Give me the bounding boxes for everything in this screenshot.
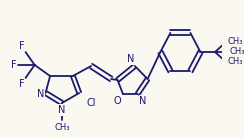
- Text: N: N: [58, 105, 66, 115]
- Text: N: N: [37, 89, 45, 99]
- Text: CH₃: CH₃: [54, 123, 70, 132]
- Text: CH₃: CH₃: [228, 38, 243, 47]
- Text: F: F: [19, 41, 25, 51]
- Text: CH₃: CH₃: [228, 58, 243, 67]
- Text: F: F: [11, 60, 16, 70]
- Text: F: F: [19, 79, 25, 89]
- Text: N: N: [127, 54, 134, 64]
- Text: O: O: [113, 96, 121, 106]
- Text: Cl: Cl: [87, 98, 96, 108]
- Text: CH₃: CH₃: [230, 47, 244, 56]
- Text: N: N: [139, 96, 147, 106]
